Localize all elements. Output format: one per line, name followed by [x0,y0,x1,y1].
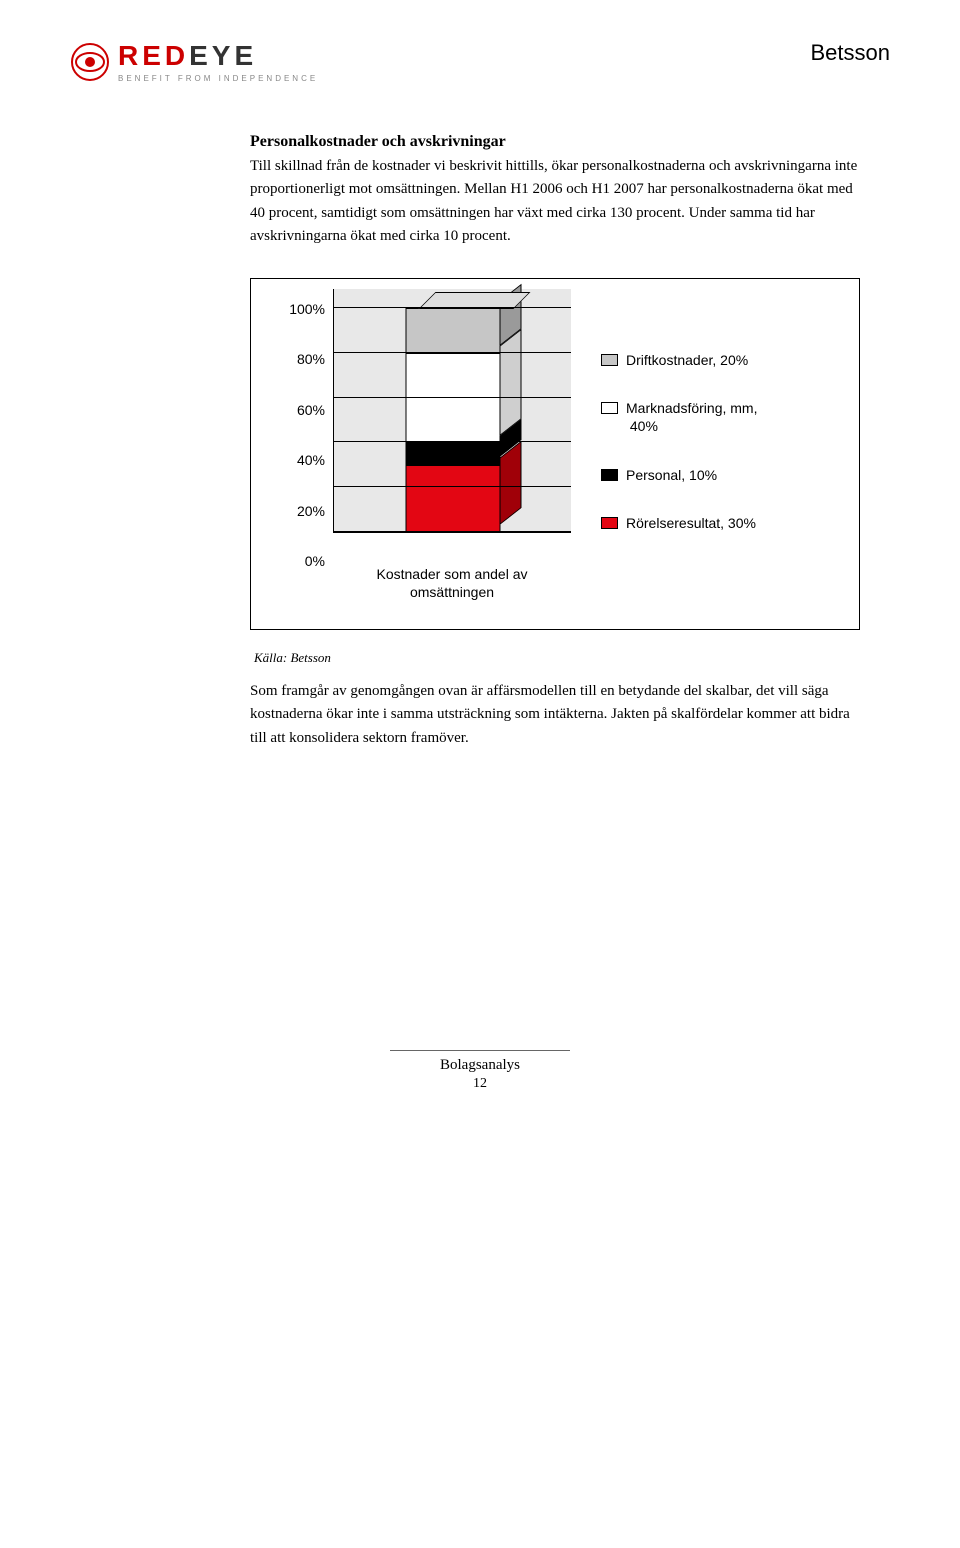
y-tick: 0% [305,553,331,569]
redeye-logo-icon [70,42,110,82]
bar-segment [405,442,500,464]
bar-segment [405,353,500,443]
logo-word-rest: EYE [189,40,257,71]
chart-legend: Driftkostnader, 20% Marknadsföring, mm, 4… [601,309,839,609]
y-tick: 40% [297,452,331,468]
logo-wordmark: REDEYE [118,40,318,72]
grid-line [334,352,571,353]
grid-line [334,307,571,308]
company-name: Betsson [811,40,891,66]
bar-segment-side [499,329,521,436]
x-label-line1: Kostnader som andel av [377,566,528,582]
logo-text: REDEYE BENEFIT FROM INDEPENDENCE [118,40,318,83]
logo-word-red: RED [118,40,189,71]
paragraph-1: Till skillnad från de kostnader vi beskr… [250,155,860,248]
y-tick: 100% [289,301,331,317]
page-footer: Bolagsanalys 12 [390,1050,570,1092]
grid-line [334,441,571,442]
y-tick: 80% [297,351,331,367]
section-heading: Personalkostnader och avskrivningar [250,133,860,151]
legend-swatch [601,517,618,529]
y-tick: 20% [297,503,331,519]
chart-frame: 100% 80% 60% 40% 20% 0% Kostnader som andel a… [250,278,860,630]
plot-area [333,289,571,533]
legend-swatch [601,402,618,414]
logo-block: REDEYE BENEFIT FROM INDEPENDENCE [70,40,318,83]
legend-label: Rörelseresultat, 30% [626,514,756,532]
legend-item: Driftkostnader, 20% [601,351,839,369]
y-tick: 60% [297,402,331,418]
y-axis: 100%80%60%40%20%0% [271,309,331,561]
page-header: REDEYE BENEFIT FROM INDEPENDENCE Betsson [70,40,890,83]
legend-item: Marknadsföring, mm, 40% [601,399,839,435]
grid-line [334,397,571,398]
legend-label: Driftkostnader, 20% [626,351,748,369]
body-content: Personalkostnader och avskrivningar Till… [250,133,860,750]
legend-item: Personal, 10% [601,466,839,484]
page: REDEYE BENEFIT FROM INDEPENDENCE Betsson… [0,0,960,1122]
legend-swatch [601,354,618,366]
legend-swatch [601,469,618,481]
paragraph-2: Som framgår av genomgången ovan är affär… [250,680,860,750]
chart-inner: 100%80%60%40%20%0% Kostnader som andel a… [271,309,839,609]
page-number: 12 [390,1076,570,1092]
legend-label: Marknadsföring, mm, 40% [626,399,757,435]
logo-tagline: BENEFIT FROM INDEPENDENCE [118,74,318,83]
footer-label: Bolagsanalys [390,1057,570,1074]
chart-caption: Källa: Betsson [254,650,860,666]
bar-segment [405,308,500,353]
bar-segment [405,465,500,532]
legend-label: Personal, 10% [626,466,717,484]
chart-plot: 100%80%60%40%20%0% Kostnader som andel a… [271,309,571,609]
x-axis-label: Kostnader som andel av omsättningen [333,565,571,601]
stacked-bar [405,308,500,532]
x-label-line2: omsättningen [410,584,494,600]
grid-line [334,531,571,532]
legend-item: Rörelseresultat, 30% [601,514,839,532]
grid-line [334,486,571,487]
